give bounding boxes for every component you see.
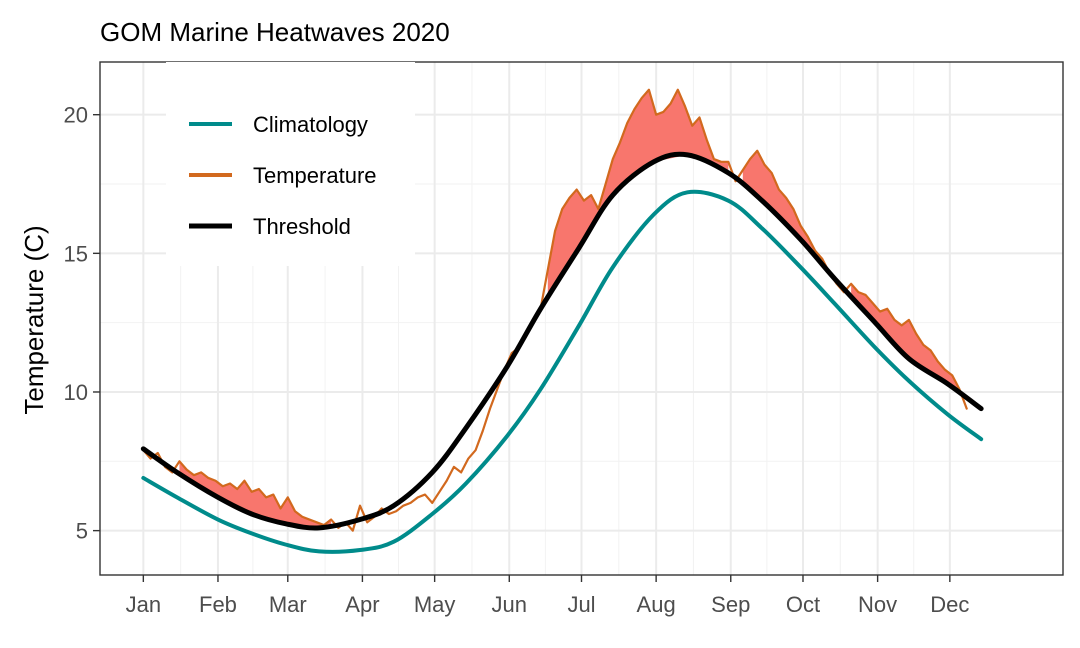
chart-title: GOM Marine Heatwaves 2020 [100,17,450,47]
x-tick-label: Dec [930,592,969,617]
y-tick-label: 5 [76,519,88,544]
y-axis-title: Temperature (C) [19,225,49,414]
x-tick-label: Apr [345,592,379,617]
series-line-threshold [140,151,984,531]
x-tick-label: Nov [858,592,897,617]
x-tick-label: Jun [492,592,527,617]
y-tick-label: 15 [64,241,88,266]
legend: Climatology Temperature Threshold [166,62,415,266]
legend-label-climatology: Climatology [253,112,368,137]
legend-background [166,62,415,266]
x-tick-label: May [414,592,456,617]
x-tick-label: Aug [637,592,676,617]
heatwave-fill-region [742,150,823,265]
x-axis-ticks: Jan Feb Mar Apr May Jun Jul Aug Sep Oct Nov Dec [126,575,969,617]
x-tick-label: Sep [711,592,750,617]
legend-label-temperature: Temperature [253,163,377,188]
x-tick-label: Jul [567,592,595,617]
y-tick-label: 20 [64,103,88,128]
heatwave-fill-region [547,89,729,298]
x-tick-label: Mar [269,592,307,617]
x-tick-label: Feb [199,592,237,617]
legend-label-threshold: Threshold [253,214,351,239]
y-axis-ticks: 5 10 15 20 [64,103,100,544]
x-tick-label: Oct [786,592,820,617]
y-tick-label: 10 [64,380,88,405]
heatwave-fill-region [179,461,332,528]
series-line-climatology [141,189,984,554]
x-tick-label: Jan [126,592,161,617]
series-lines [140,88,984,554]
